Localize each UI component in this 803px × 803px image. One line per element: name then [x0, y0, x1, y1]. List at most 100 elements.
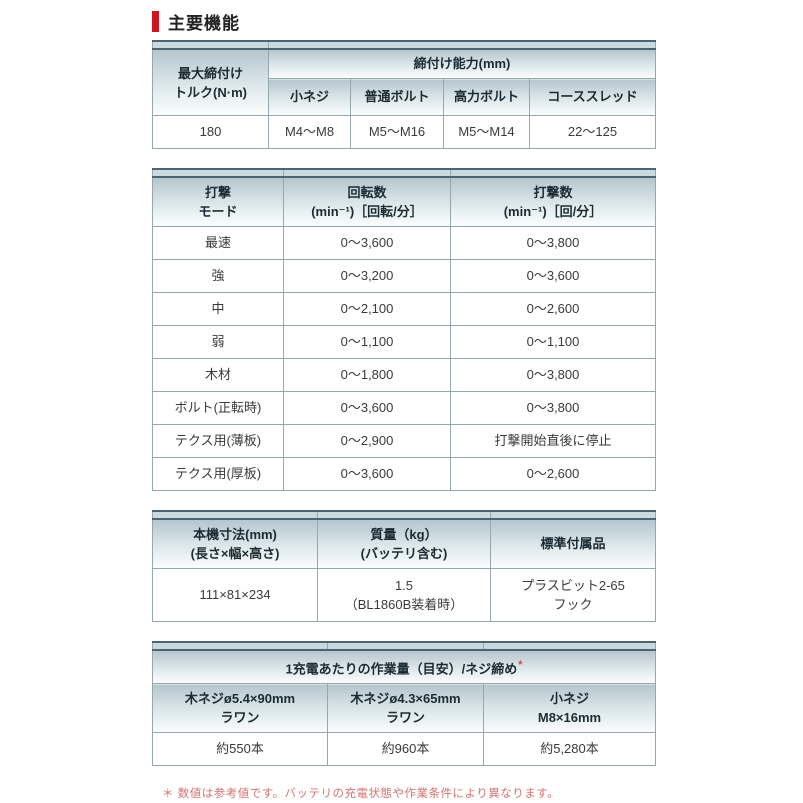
mode-row: 強 0～3,200 0～3,600 [152, 259, 656, 293]
mode-label-cell: 弱 [152, 325, 284, 359]
header-line: (min⁻¹)［回転/分］ [311, 204, 423, 219]
ipm-value-cell: 0～2,600 [450, 292, 656, 326]
strip-cell [152, 641, 328, 651]
mode-row: 弱 0～1,100 0～1,100 [152, 325, 656, 359]
weight-value-cell: 1.5 （BL1860B装着時） [317, 568, 491, 622]
mode-row: 中 0～2,100 0～2,600 [152, 292, 656, 326]
value-line: フック [553, 597, 593, 612]
value-row: 180 M4～M8 M5～M16 M5～M14 22～125 [152, 115, 656, 149]
ipm-column-header: 打撃数 (min⁻¹)［回/分］ [450, 176, 656, 227]
strip-cell [152, 40, 269, 50]
value-line: 1.5 [394, 578, 414, 593]
value-line: プラスビット2-65 [521, 578, 625, 593]
header-row: 本機寸法(mm) (長さ×幅×高さ) 質量（kg） (バッテリ含む) 標準付属品 [152, 518, 656, 569]
rpm-column-header: 回転数 (min⁻¹)［回転/分］ [283, 176, 451, 227]
rpm-value-cell: 0～3,200 [283, 259, 451, 293]
header-row: 打撃 モード 回転数 (min⁻¹)［回転/分］ 打撃数 (min⁻¹)［回/分… [152, 176, 656, 227]
header-line: ラワン [385, 710, 425, 726]
section-title: 主要機能 [152, 8, 803, 34]
ipm-value-cell: 0～3,800 [450, 358, 656, 392]
header-line: 木ネジø5.4×90mm [184, 691, 296, 707]
rpm-value-cell: 0～3,600 [283, 391, 451, 425]
strip-cell [317, 510, 491, 520]
mode-label-cell: テクス用(薄板) [152, 424, 284, 458]
dimensions-value-cell: 111×81×234 [152, 568, 318, 622]
strip-cell [450, 168, 656, 178]
strip-cell [327, 641, 484, 651]
work-table-title: 1充電あたりの作業量（目安）/ネジ締め* [152, 649, 656, 685]
header-line: 質量（kg） [370, 527, 438, 542]
ipm-value-cell: 0～2,600 [450, 457, 656, 491]
value-row: 111×81×234 1.5 （BL1860B装着時） プラスビット2-65 フ… [152, 568, 656, 622]
sub-header-row: 小ネジ 普通ボルト 高力ボルト コーススレッド [153, 78, 656, 116]
wood-screw-90-header: 木ネジø5.4×90mm ラワン [152, 683, 328, 734]
weight-header: 質量（kg） (バッテリ含む) [317, 518, 491, 569]
header-line: (長さ×幅×高さ) [190, 546, 280, 561]
rpm-value-cell: 0～1,100 [283, 325, 451, 359]
mode-label-cell: 強 [152, 259, 284, 293]
rpm-value-cell: 0～3,600 [283, 226, 451, 260]
ipm-value-cell: 0～3,800 [450, 226, 656, 260]
capacity-value-cell: 22～125 [529, 115, 656, 149]
header-line: トルク(N·m) [174, 84, 247, 100]
wood-screw-65-header: 木ネジø4.3×65mm ラワン [327, 683, 484, 734]
col-header-machine-screw: 小ネジ [268, 78, 351, 116]
reference-footnote: ＊ 数値は参考値です。バッテリの充電状態や作業条件により異なります。 [162, 788, 560, 801]
torque-value-cell: 180 [152, 115, 269, 149]
mode-label-cell: 中 [152, 292, 284, 326]
table-title-row: 1充電あたりの作業量（目安）/ネジ締め* [152, 649, 656, 685]
red-bar-icon [152, 10, 159, 32]
strip-cell [283, 168, 451, 178]
header-line: 回転数 [347, 185, 387, 200]
mode-label-cell: ボルト(正転時) [152, 391, 284, 425]
header-line: 小ネジ [549, 691, 589, 707]
max-torque-header: 最大締付け トルク(N·m) [152, 48, 269, 116]
rpm-value-cell: 0～2,900 [283, 424, 451, 458]
mode-label-cell: 最速 [152, 226, 284, 260]
ipm-value-cell: 0～1,100 [450, 325, 656, 359]
header-line: (バッテリ含む) [360, 546, 448, 561]
torque-capacity-table: 最大締付け トルク(N·m) 締付け能力(mm) 小ネジ 普通ボルト 高力ボルト… [152, 40, 656, 149]
work-count-cell: 約960本 [327, 732, 484, 767]
col-header-standard-bolt: 普通ボルト [350, 78, 444, 116]
rpm-value-cell: 0～2,100 [283, 292, 451, 326]
work-table-title-text: 1充電あたりの作業量（目安）/ネジ締め [285, 661, 518, 677]
table-top-strip [152, 168, 656, 178]
header-line: ラワン [220, 710, 260, 726]
strip-cell [490, 510, 656, 520]
work-count-cell: 約5,280本 [483, 732, 656, 767]
header-line: 打撃 [204, 185, 231, 200]
header-line: M8×16mm [537, 710, 602, 726]
mode-label-cell: 木材 [152, 358, 284, 392]
table-top-strip [152, 510, 656, 520]
group-header-row: 最大締付け トルク(N·m) 締付け能力(mm) [152, 48, 656, 116]
section-title-text: 主要機能 [168, 13, 240, 33]
col-header-high-tensile-bolt: 高力ボルト [443, 78, 530, 116]
header-line: 木ネジø4.3×65mm [350, 691, 461, 707]
mode-row: テクス用(厚板) 0～3,600 0～2,600 [152, 457, 656, 491]
work-count-cell: 約550本 [152, 732, 328, 767]
ipm-value-cell: 0～3,600 [450, 259, 656, 293]
capacity-value-cell: M4～M8 [268, 115, 351, 149]
table-top-strip [152, 641, 656, 651]
header-line: 最大締付け [177, 65, 243, 81]
header-line: 本機寸法(mm) [193, 527, 277, 542]
mode-row: テクス用(薄板) 0～2,900 打撃開始直後に停止 [152, 424, 656, 458]
value-row: 約550本 約960本 約5,280本 [152, 732, 656, 767]
header-line: (min⁻¹)［回/分］ [503, 204, 603, 219]
capacity-value-cell: M5～M14 [443, 115, 530, 149]
accessories-value-cell: プラスビット2-65 フック [490, 568, 656, 622]
table-top-strip [152, 40, 656, 50]
mode-column-header: 打撃 モード [152, 176, 284, 227]
asterisk-mark: * [518, 659, 523, 671]
mode-row: ボルト(正転時) 0～3,600 0～3,800 [152, 391, 656, 425]
machine-screw-header: 小ネジ M8×16mm [483, 683, 656, 734]
header-row: 木ネジø5.4×90mm ラワン 木ネジø4.3×65mm ラワン 小ネジ M8… [152, 683, 656, 734]
work-per-charge-table: 1充電あたりの作業量（目安）/ネジ締め* 木ネジø5.4×90mm ラワン 木ネ… [152, 641, 656, 767]
strip-cell [152, 510, 318, 520]
capacity-value-cell: M5～M16 [350, 115, 444, 149]
rpm-value-cell: 0～1,800 [283, 358, 451, 392]
header-line: モード [198, 204, 238, 219]
mode-row: 木材 0～1,800 0～3,800 [152, 358, 656, 392]
mode-row: 最速 0～3,600 0～3,800 [152, 226, 656, 260]
